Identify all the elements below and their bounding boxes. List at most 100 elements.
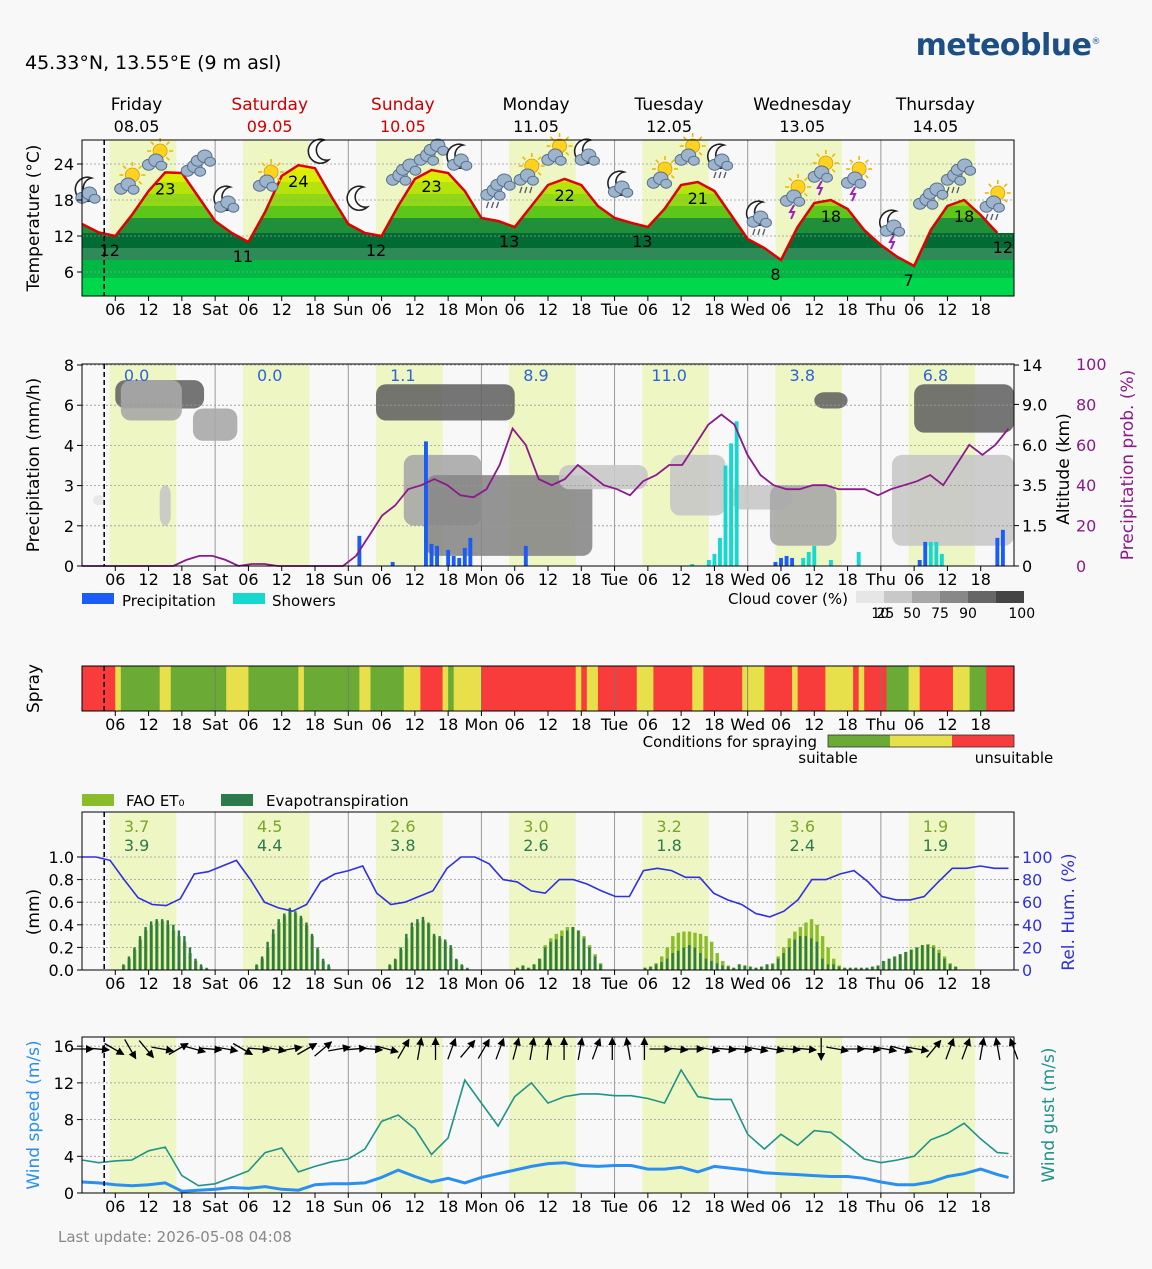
evapotranspiration-bar bbox=[765, 964, 769, 970]
evapotranspiration-bar bbox=[271, 929, 275, 970]
precipitation-bar bbox=[773, 561, 778, 566]
spray-condition-segment bbox=[864, 666, 887, 711]
et-x-tick-label: 06 bbox=[638, 974, 658, 993]
altitude-tick-label: 1.5 bbox=[1022, 517, 1047, 536]
wind-arrow-head bbox=[115, 1047, 125, 1055]
altitude-tick-label: 0 bbox=[1022, 557, 1032, 576]
spray-x-tick-label: 12 bbox=[272, 715, 292, 734]
wind-daytime-band bbox=[908, 1037, 976, 1193]
rain-drop bbox=[995, 213, 999, 221]
spray-condition-segment bbox=[653, 666, 693, 711]
spray-condition-segment bbox=[858, 666, 865, 711]
weather-icon-sun-cloud-rain bbox=[979, 180, 1011, 221]
weather-icon-moon-storm bbox=[878, 209, 906, 250]
spray-x-tick-label: 18 bbox=[438, 715, 458, 734]
prob-tick-label: 20 bbox=[1076, 517, 1096, 536]
daily-evapotranspiration: 1.8 bbox=[656, 836, 681, 855]
evapotranspiration-bar bbox=[394, 958, 397, 970]
temp-y-tick-label: 12 bbox=[54, 227, 74, 246]
wind-x-tick-label: 12 bbox=[138, 1197, 158, 1216]
sun-ray bbox=[849, 159, 854, 164]
prec-y-tick-label: 0 bbox=[64, 557, 74, 576]
wind-x-tick-label: 06 bbox=[238, 1197, 258, 1216]
spray-condition-segment bbox=[742, 666, 765, 711]
evapotranspiration-bar bbox=[577, 930, 580, 970]
wind-x-tick-label: Wed bbox=[730, 1197, 765, 1216]
et-daytime-band bbox=[908, 812, 976, 970]
temp-y-tick-label: 6 bbox=[64, 263, 74, 282]
wind-x-tick-label: 06 bbox=[371, 1197, 391, 1216]
wind-arrow-head bbox=[449, 1037, 457, 1047]
logo-text: meteoblue bbox=[915, 28, 1092, 63]
meteoblue-logo[interactable]: meteoblue® bbox=[915, 28, 1101, 63]
sun-ray bbox=[682, 136, 687, 141]
spray-condition-segment bbox=[453, 666, 482, 711]
sun-ray bbox=[788, 177, 793, 182]
precipitation-bar bbox=[784, 555, 789, 566]
spray-condition-segment bbox=[120, 666, 161, 711]
temp-x-tick-label: Tue bbox=[600, 300, 628, 319]
day-date: 12.05 bbox=[646, 117, 692, 136]
wind-arrow-head bbox=[197, 1046, 207, 1054]
wind-arrow-head bbox=[560, 1037, 569, 1045]
day-name: Saturday bbox=[231, 95, 308, 115]
evapotranspiration-bar bbox=[771, 964, 774, 970]
spray-condition-segment bbox=[403, 666, 421, 711]
temp-extreme-label: 12 bbox=[366, 241, 386, 260]
evapotranspiration-bar bbox=[860, 967, 863, 970]
wind-direction-arrow bbox=[104, 1042, 125, 1056]
evapotranspiration-bar bbox=[255, 964, 258, 970]
evapotranspiration-bar bbox=[804, 936, 807, 970]
rain-drop bbox=[946, 186, 950, 194]
shower-bar bbox=[934, 541, 939, 566]
spray-condition-segment bbox=[908, 666, 921, 711]
temp-band bbox=[82, 260, 1014, 278]
temp-extreme-label: 22 bbox=[554, 186, 574, 205]
wind-x-tick-label: 18 bbox=[438, 1197, 458, 1216]
sun-ray bbox=[1003, 183, 1008, 188]
evapotranspiration-bar bbox=[793, 939, 796, 970]
et-x-tick-label: 06 bbox=[105, 974, 125, 993]
evapotranspiration-bar bbox=[787, 947, 791, 970]
evapotranspiration-bar bbox=[843, 967, 846, 970]
spray-condition-segment bbox=[797, 666, 826, 711]
fao-et0-bar bbox=[709, 941, 714, 970]
temp-extreme-label: 12 bbox=[993, 238, 1013, 257]
sun-ray bbox=[803, 192, 808, 197]
weather-icon-clouds bbox=[180, 149, 217, 177]
wind-arrow-head bbox=[857, 1045, 866, 1053]
evapotranspiration-bar bbox=[266, 941, 269, 970]
temp-extreme-label: 23 bbox=[155, 179, 175, 198]
sun-ray bbox=[831, 153, 836, 158]
wind-direction-arrow bbox=[183, 1045, 207, 1054]
sun-ray bbox=[138, 165, 143, 170]
spray-condition-segment bbox=[586, 666, 599, 711]
wind-direction-arrow bbox=[926, 1039, 942, 1058]
spray-x-tick-label: 06 bbox=[105, 715, 125, 734]
wind-arrow-head bbox=[993, 1037, 1002, 1046]
temp-x-tick-label: Thu bbox=[865, 300, 896, 319]
temp-x-tick-label: 12 bbox=[138, 300, 158, 319]
temp-x-tick-label: 06 bbox=[105, 300, 125, 319]
temp-band bbox=[82, 248, 1014, 260]
relative-humidity-line bbox=[82, 856, 1009, 918]
evapotranspiration-bar bbox=[932, 947, 935, 970]
day-name: Thursday bbox=[895, 95, 975, 115]
wind-x-tick-label: 06 bbox=[638, 1197, 658, 1216]
weather-icon-sun-cloud bbox=[541, 133, 573, 166]
spray-x-tick-label: 12 bbox=[937, 715, 957, 734]
weather-icon-sun-cloud-rain bbox=[513, 153, 545, 194]
wind-arrow-head bbox=[728, 1045, 737, 1054]
et-x-tick-label: 12 bbox=[138, 974, 158, 993]
day-date: 10.05 bbox=[380, 117, 426, 136]
evapotranspiration-bar bbox=[399, 947, 402, 970]
cloud-cover-patch bbox=[769, 485, 837, 546]
weather-icon-sun-cloud bbox=[674, 133, 706, 166]
rain-drop bbox=[956, 186, 960, 194]
temp-y-tick-label: 24 bbox=[54, 155, 74, 174]
temp-x-tick-label: 12 bbox=[405, 300, 425, 319]
temperature-line bbox=[81, 163, 999, 268]
wind-arrow-head bbox=[623, 1037, 632, 1046]
wind-direction-arrow bbox=[608, 1037, 617, 1060]
precipitation-legend-swatch bbox=[82, 593, 114, 604]
